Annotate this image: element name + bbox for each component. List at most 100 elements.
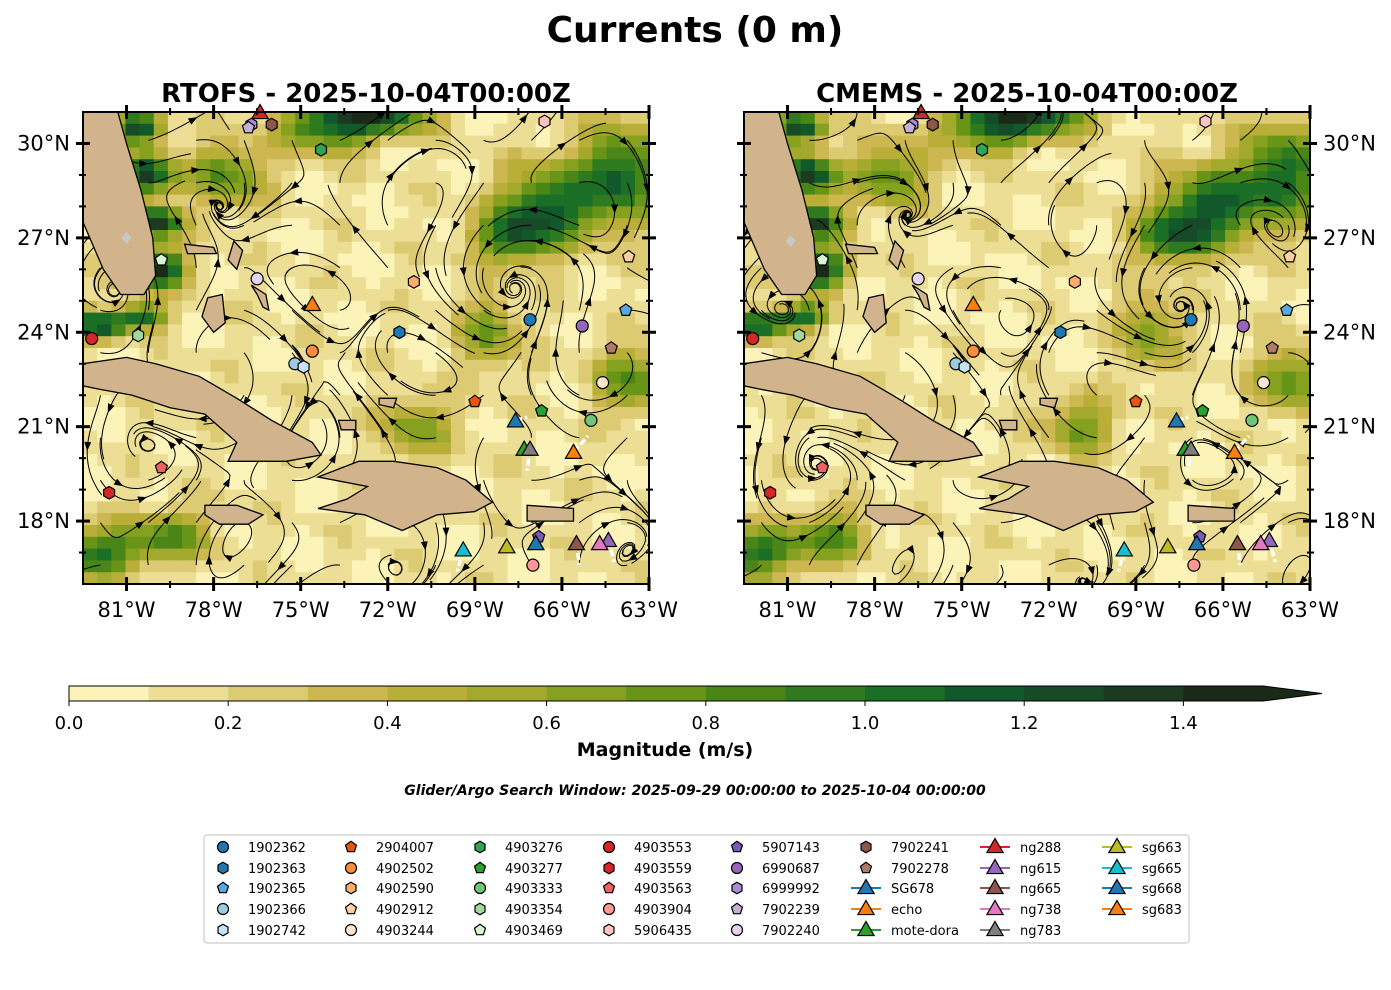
marker-1902362: [1184, 313, 1198, 327]
legend-marker: [473, 923, 487, 936]
legend-label: 1902362: [248, 841, 306, 856]
legend-label: 4903354: [505, 903, 563, 918]
marker-4903244: [1256, 376, 1271, 390]
legend-item-5907143: 5907143: [730, 840, 820, 856]
legend-item-4903276: 4903276: [474, 840, 563, 856]
legend-label: SG678: [891, 882, 934, 897]
legend-marker: [860, 840, 872, 854]
legend-marker: [345, 881, 357, 895]
colorbar-label: Magnitude (m/s): [577, 739, 754, 761]
marker-1902742: [297, 359, 310, 374]
y-tick-label: 18°N: [17, 509, 70, 533]
panel-title: RTOFS - 2025-10-04T00:00Z: [161, 79, 571, 109]
legend-label: sg668: [1142, 882, 1182, 897]
legend-label: 1902366: [248, 903, 306, 918]
marker-4903276: [975, 142, 989, 157]
legend-marker: [985, 837, 1005, 854]
colorbar-segment: [865, 686, 946, 701]
platform-markers: [85, 103, 636, 572]
marker-4902590: [1068, 274, 1081, 289]
marker-7902239: [241, 120, 256, 134]
legend-label: 7902239: [762, 903, 820, 918]
colorbar-segment: [387, 686, 468, 701]
legend-label: 5907143: [762, 841, 820, 856]
marker-4903904: [1187, 558, 1201, 572]
legend-item-ng288: ng288: [980, 837, 1061, 856]
legend-item-4903553: 4903553: [602, 840, 692, 856]
legend-item-echo: echo: [851, 899, 922, 918]
land-caicos: [378, 397, 398, 409]
y-tick-label: 30°N: [1323, 131, 1376, 155]
marker-1902363: [1054, 325, 1067, 340]
marker-sg668: [526, 534, 545, 551]
legend-marker: [216, 881, 230, 894]
map-panels: RTOFS - 2025-10-04T00:00Z 81°W 78°W 75°W 72°…: [17, 79, 1376, 622]
axes: 81°W 78°W 75°W 72°W 69°W 66°W 63°W 18°N 21°N 24°N…: [737, 105, 1376, 622]
colorbar-tick-label: 0.2: [214, 713, 243, 734]
x-tick-label: 72°W: [1020, 598, 1078, 622]
marker-echo: [303, 295, 322, 312]
y-tick-label: 18°N: [1323, 509, 1376, 533]
legend-marker: [856, 899, 876, 916]
legend-item-1902366: 1902366: [216, 902, 306, 918]
legend-label: 4903333: [505, 882, 563, 897]
legend-marker: [344, 840, 358, 853]
marker-4903354: [132, 328, 145, 343]
marker-4903563: [815, 460, 830, 474]
legend-item-7902239: 7902239: [730, 902, 820, 918]
marker-4903244: [595, 376, 610, 390]
marker-ng738: [1251, 534, 1270, 551]
marker-2904007: [468, 394, 482, 408]
legend-item-1902365: 1902365: [216, 881, 306, 897]
marker-2904007: [1129, 394, 1143, 408]
legend-label: echo: [891, 903, 922, 918]
marker-7902241: [926, 117, 939, 132]
legend-marker: [856, 878, 876, 895]
x-tick-label: 63°W: [1281, 598, 1339, 622]
land-andros: [862, 293, 887, 334]
legend-label: 2904007: [376, 841, 434, 856]
marker-ng665: [1228, 534, 1247, 551]
marker-7902240: [250, 272, 264, 286]
legend-marker: [1107, 899, 1127, 916]
marker-4903277: [1195, 403, 1210, 417]
colorbar-segment: [785, 686, 866, 701]
y-tick-label: 24°N: [17, 320, 70, 344]
land-andros: [201, 293, 226, 334]
legend-item-ng783: ng783: [980, 920, 1061, 939]
legend-item-2904007: 2904007: [344, 840, 434, 856]
marker-sg665: [454, 540, 473, 557]
legend-marker: [344, 923, 358, 937]
legend-box: [203, 834, 1190, 944]
legend-item-sg683: sg683: [1102, 899, 1182, 918]
panel-title: CMEMS - 2025-10-04T00:00Z: [816, 79, 1238, 109]
colorbar-segment: [944, 686, 1025, 701]
y-tick-label: 27°N: [17, 226, 70, 250]
colorbar-segment: [546, 686, 627, 701]
legend-label: 4902912: [376, 903, 434, 918]
land: [744, 112, 1236, 532]
marker-sg668: [1187, 534, 1206, 551]
legend-item-5906435: 5906435: [603, 923, 692, 939]
legend-label: ng738: [1020, 903, 1061, 918]
platform-markers: [746, 103, 1297, 572]
marker-4902502: [966, 344, 980, 358]
x-tick-label: 81°W: [98, 598, 156, 622]
map-content: [744, 112, 1310, 584]
colorbar-tick-label: 0.4: [373, 713, 402, 734]
land-hispaniola: [315, 460, 494, 532]
marker-4903333: [1245, 413, 1259, 427]
legend-item-7902240: 7902240: [730, 923, 820, 939]
legend-label: 4903563: [634, 882, 692, 897]
legend-label: 6999992: [762, 882, 820, 897]
marker-4903276: [314, 142, 328, 157]
marker-4903553: [746, 331, 760, 346]
legend-marker: [730, 861, 744, 875]
x-tick-label: 75°W: [933, 598, 991, 622]
legend: 1902362 1902363 1902365 1902366 1902742 29040…: [203, 834, 1190, 944]
figure-title: Currents (0 m): [547, 10, 844, 51]
legend-marker: [344, 861, 358, 875]
legend-marker: [731, 881, 743, 895]
